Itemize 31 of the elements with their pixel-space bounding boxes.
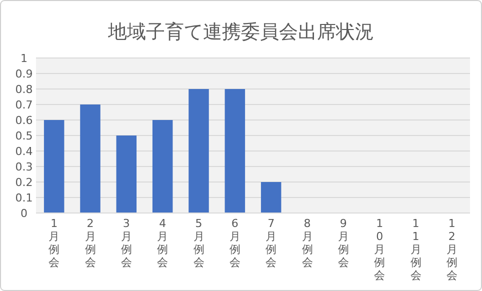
x-tick-label: 11月例会 <box>410 217 422 282</box>
x-tick-label: 5月例会 <box>193 217 204 269</box>
x-tick-label: 12月例会 <box>446 217 458 282</box>
y-tick-label: 0.2 <box>15 176 33 189</box>
y-tick-label: 0.9 <box>15 68 33 80</box>
x-tick-label: 1月例会 <box>48 217 60 269</box>
y-tick-label: 0.1 <box>15 192 33 204</box>
x-tick-label: 3月例会 <box>120 217 132 269</box>
y-tick-label: 0.6 <box>15 114 33 127</box>
y-tick-label: 0 <box>20 207 28 220</box>
chart-title: 地域子育て連携委員会出席状況 <box>107 21 374 43</box>
x-tick-label: 9月例会 <box>338 217 349 269</box>
x-tick-label: 7月例会 <box>266 217 277 269</box>
y-tick-label: 0.8 <box>15 83 33 96</box>
y-tick-label: 0.7 <box>15 98 33 112</box>
x-tick-label: 8月例会 <box>302 217 313 269</box>
x-tick-label: 4月例会 <box>157 217 168 269</box>
bar <box>152 120 173 213</box>
y-tick-label: 0.4 <box>15 145 33 158</box>
y-tick-label: 0.3 <box>15 160 33 174</box>
x-tick-label: 2月例会 <box>84 217 96 269</box>
y-tick-label: 1 <box>20 52 28 65</box>
x-tick-label: 10月例会 <box>374 217 386 282</box>
bar <box>116 136 137 213</box>
bar <box>260 182 282 213</box>
bar <box>44 120 64 213</box>
bar <box>224 89 246 213</box>
bar <box>80 104 100 213</box>
y-tick-label: 0.5 <box>15 130 33 142</box>
x-tick-label: 6月例会 <box>229 217 240 269</box>
bar <box>188 89 209 213</box>
